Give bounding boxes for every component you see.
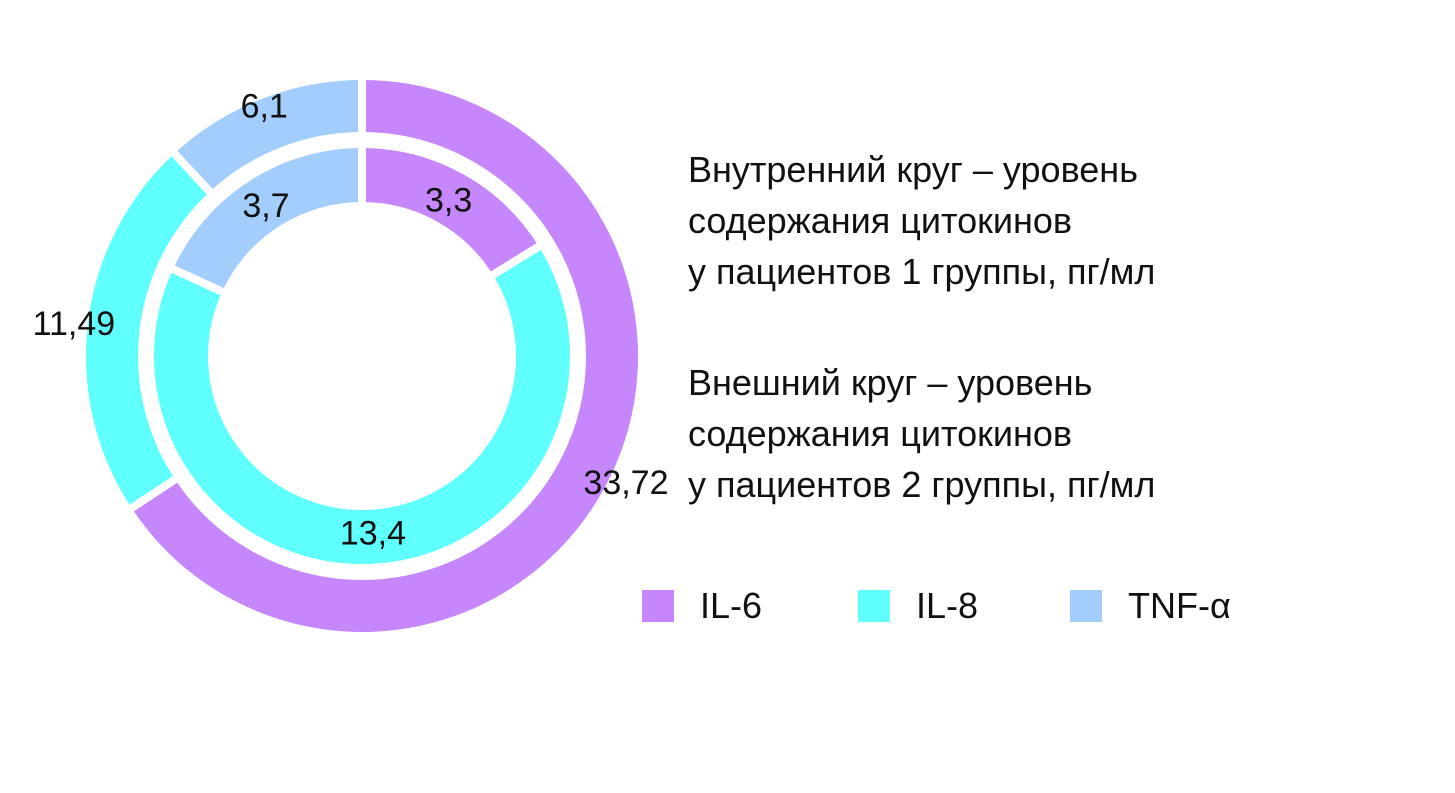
legend-label-il8: IL-8 xyxy=(916,585,979,626)
legend-label-tnf-alpha: TNF-α xyxy=(1128,585,1231,626)
inner-label-il6: 3,3 xyxy=(425,181,472,219)
outer-label-il8: 11,49 xyxy=(33,305,116,343)
outer-slice-il6 xyxy=(122,71,646,640)
legend-swatch-il8 xyxy=(858,590,890,622)
outer-caption-line-1: Внешний круг – уровень xyxy=(688,362,1093,403)
legend-item-tnf-alpha: TNF-α xyxy=(1070,584,1231,628)
legend-swatch-tnf-alpha xyxy=(1070,590,1102,622)
inner-label-tnf-alpha: 3,7 xyxy=(242,187,289,225)
inner-caption-line-3: у пациентов 1 группы, пг/мл xyxy=(688,251,1156,292)
outer-caption-line-3: у пациентов 2 группы, пг/мл xyxy=(688,464,1156,505)
inner-label-il8: 13,4 xyxy=(340,515,406,553)
outer-ring-caption: Внешний круг – уровень содержания цитоки… xyxy=(688,357,1348,510)
inner-ring xyxy=(146,139,578,572)
legend: IL-6 IL-8 TNF-α xyxy=(642,584,1342,628)
outer-caption-line-2: содержания цитокинов xyxy=(688,413,1072,454)
outer-label-il6: 33,72 xyxy=(583,464,668,502)
outer-label-tnf-alpha: 6,1 xyxy=(241,87,288,125)
outer-slice-tnf-alpha xyxy=(166,71,366,201)
inner-caption-line-2: содержания цитокинов xyxy=(688,200,1072,241)
outer-ring xyxy=(78,71,646,640)
inner-slice-il8 xyxy=(146,238,578,572)
legend-label-il6: IL-6 xyxy=(700,585,763,626)
data-labels: 3,3 13,4 3,7 33,72 11,49 6,1 xyxy=(33,87,669,552)
inner-ring-caption: Внутренний круг – уровень содержания цит… xyxy=(688,144,1348,297)
nested-donut-chart: 3,3 13,4 3,7 33,72 11,49 6,1 xyxy=(33,71,669,640)
legend-swatch-il6 xyxy=(642,590,674,622)
legend-item-il6: IL-6 xyxy=(642,584,762,628)
inner-slice-tnf-alpha xyxy=(164,139,366,299)
legend-item-il8: IL-8 xyxy=(858,584,978,628)
inner-caption-line-1: Внутренний круг – уровень xyxy=(688,149,1138,190)
